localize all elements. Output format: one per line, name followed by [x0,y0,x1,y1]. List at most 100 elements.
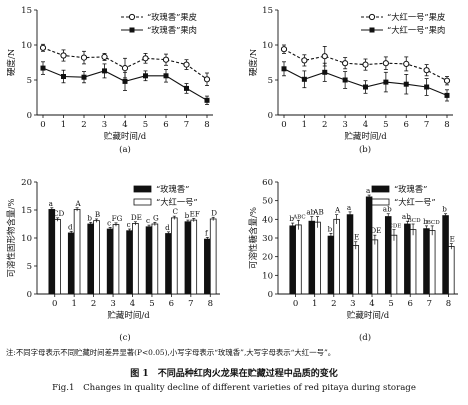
y-tick-label: 0 [268,290,273,300]
legend-swatch [133,198,152,206]
significance-letter: CD [53,209,64,218]
bar [209,218,217,295]
bar [54,219,61,295]
y-axis-title: 硬度/N [248,48,259,76]
bar [404,223,411,295]
panel-1: 0 5 10 15 硬度/N 贮藏时间/d (a) 0 1 2 3 4 5 6 7 8 “玫瑰香”果皮 “玫瑰香”… [6,6,213,155]
panel-label: (d) [359,332,371,343]
data-point [183,61,190,68]
y-tick-label: 60 [262,178,273,188]
y-tick-label: 20 [262,253,273,263]
x-tick-label: 0 [293,299,298,309]
y-axis-title: 硬度/N [6,48,17,76]
significance-letter: DE [370,226,381,235]
bar [289,225,296,295]
y-tick-label: 30 [262,234,273,244]
data-point [60,52,67,59]
significance-letter: AB [312,208,323,217]
data-point [204,97,210,103]
legend-swatch [371,185,390,193]
legend-label: “玫瑰香” [156,184,189,194]
legend-label: “大红一号” [394,197,436,207]
data-point [342,60,349,67]
bar [87,223,95,295]
y-axis-title: 可溶性固形物含量/% [6,199,17,278]
x-tick-label: 8 [208,299,213,309]
bar [190,219,198,295]
data-point [363,84,368,90]
y-tick-label: 15 [21,6,32,16]
significance-letter: ab [383,205,392,214]
x-tick-label: 3 [342,120,347,130]
bar [333,218,340,295]
data-point [382,60,389,67]
x-tick-label: 4 [363,120,368,130]
significance-letter: a [366,186,371,195]
significance-letter: FG [112,214,123,223]
significance-letter: d [165,223,170,232]
data-point [184,85,189,91]
y-tick-label: 10 [21,234,32,244]
bar [132,223,139,295]
significance-letter: A [334,206,341,215]
legend-marker [128,13,136,21]
significance-letter: ab [306,208,315,217]
data-point [322,69,328,75]
caption-chinese: 图 1 不同品种红肉火龙果在贮藏过程中品质的变化 [130,369,338,379]
significance-letter: BCD [408,218,421,224]
legend-marker [369,27,375,33]
x-tick-label: 2 [322,120,327,130]
x-tick-label: 3 [102,120,107,130]
data-point [362,61,369,68]
legend-label: “大红一号” [156,197,198,207]
significance-letter: a [49,199,54,208]
legend-label: “大红一号”果肉 [387,25,445,35]
y-tick-label: 0 [27,290,32,300]
bar [346,214,354,295]
data-point [39,44,47,51]
caption-english: Fig.1 Changes in quality decline of diff… [52,383,416,393]
x-tick-label: 6 [404,120,409,130]
data-point [40,65,46,71]
significance-letter: c [107,218,111,227]
bar [151,223,159,295]
data-point [121,65,129,72]
data-point [81,74,87,80]
significance-letter: d [68,222,73,231]
significance-letter: b [185,211,190,220]
x-tick-label: 6 [169,299,174,309]
legend-label: “大红一号”果皮 [387,12,445,22]
y-tick-label: 10 [21,41,32,51]
data-point [122,78,128,84]
y-tick-label: 40 [262,215,273,225]
x-tick-label: 6 [163,120,168,130]
x-tick-label: 5 [388,299,393,309]
x-tick-label: 4 [122,120,127,130]
data-point [80,54,88,61]
significance-letter: G [153,213,159,222]
significance-letter: E [354,233,359,242]
bar [409,229,417,295]
bar [126,230,133,295]
x-tick-label: 1 [71,299,76,309]
figure-footnote: 注:不同字母表示不同贮藏时间差异显著(P<0.05),小写字母表示“玫瑰香”,大… [6,348,336,357]
significance-letter: DE [131,213,142,222]
y-tick-label: 20 [21,178,32,188]
x-tick-label: 0 [52,299,57,309]
x-axis-title: 贮藏时间/d [104,131,147,142]
data-point [301,57,308,64]
significance-letter: b [423,217,428,226]
significance-letter: b [442,205,447,214]
x-tick-label: 0 [40,120,45,130]
bar [165,233,172,295]
x-tick-label: 7 [184,120,189,130]
x-tick-label: 6 [408,299,413,309]
significance-letter: c [127,220,131,229]
x-tick-label: 5 [143,120,148,130]
legend-label: “玫瑰香” [394,184,427,194]
bar [48,209,56,295]
data-point [163,73,169,79]
significance-letter: A [74,199,81,208]
